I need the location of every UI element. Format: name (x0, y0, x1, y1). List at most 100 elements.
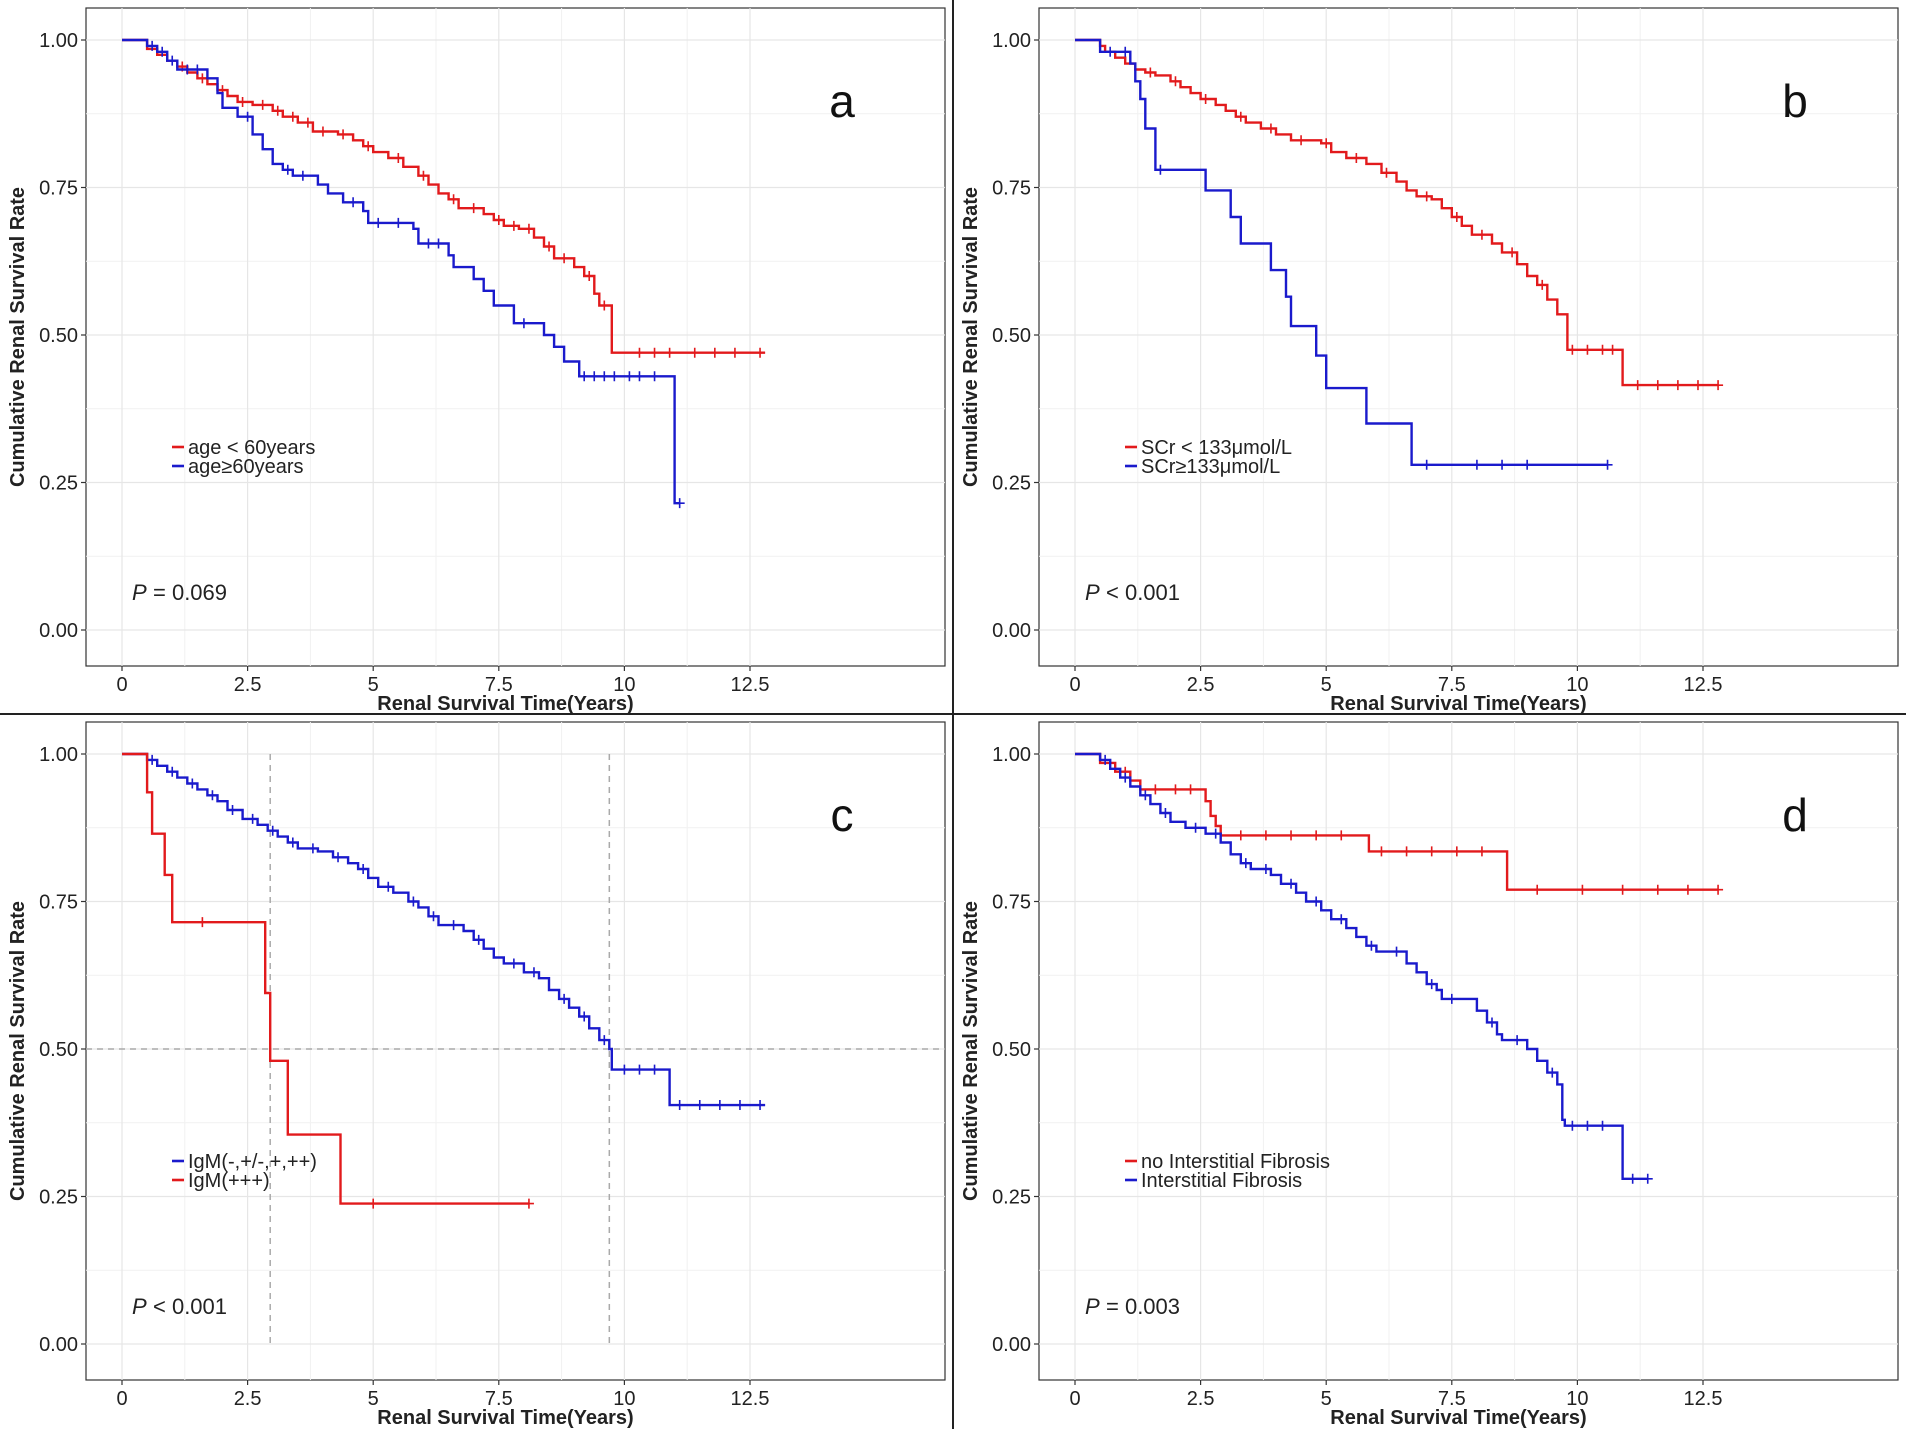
censor-mark (282, 164, 293, 175)
y-tick-label: 1.00 (39, 30, 78, 52)
x-tick-label: 12.5 (731, 674, 770, 696)
censor-mark (1537, 279, 1548, 290)
censor-mark (544, 241, 555, 252)
x-tick-label: 7.5 (485, 674, 513, 696)
censor-mark (755, 1100, 766, 1111)
censor-mark (1105, 46, 1116, 57)
y-tick-label: 0.25 (992, 1187, 1031, 1209)
y-axis-title: Cumulative Renal Survival Rate (960, 187, 982, 487)
censor-mark (157, 46, 168, 57)
legend-label: no Interstitial Fibrosis (1141, 1151, 1330, 1173)
censor-mark (1426, 979, 1437, 990)
censor-mark (433, 238, 444, 249)
censor-mark (348, 197, 359, 208)
y-tick-label: 0.75 (39, 178, 78, 200)
censor-mark (287, 837, 298, 848)
censor-mark (1381, 167, 1392, 178)
y-axis-title: Cumulative Renal Survival Rate (960, 901, 982, 1201)
legend-label: IgM(-,+/-,+,++) (188, 1151, 317, 1173)
survival-curve-second (122, 38, 680, 505)
censor-mark (1296, 135, 1307, 146)
censor-mark (1486, 1017, 1497, 1028)
censor-mark (518, 318, 529, 329)
censor-mark (694, 1100, 705, 1111)
y-tick-label: 0.25 (992, 473, 1031, 495)
y-tick-label: 0.50 (39, 1039, 78, 1061)
panel-d: 0 2.5 5 7.5 10 12.5 0.00 0.25 0.50 0.75 1.00 Renal … (960, 721, 1899, 1429)
censor-mark (423, 238, 434, 249)
censor-mark (1476, 229, 1487, 240)
y-tick-label: 0.25 (39, 1187, 78, 1209)
censor-mark (1692, 380, 1703, 391)
y-tick-label: 0.75 (39, 892, 78, 914)
censor-mark (1366, 940, 1377, 951)
x-tick-label: 5 (1321, 674, 1332, 696)
censor-mark (338, 129, 349, 140)
censor-mark (302, 117, 313, 128)
censor-mark (1120, 772, 1131, 783)
x-tick-label: 7.5 (485, 1388, 513, 1410)
censor-mark (1451, 846, 1462, 857)
censor-mark (1713, 884, 1724, 895)
censor-mark (755, 347, 766, 358)
censor-mark (1421, 191, 1432, 202)
x-tick-label: 2.5 (1187, 674, 1215, 696)
x-axis-title: Renal Survival Time(Years) (377, 693, 633, 715)
panel-label: a (829, 75, 855, 127)
p-value-symbol: P (132, 580, 147, 605)
censor-mark (207, 790, 218, 801)
censor-mark (1235, 830, 1246, 841)
censor-mark (1190, 822, 1201, 833)
censor-mark (418, 170, 429, 181)
censor-mark (448, 194, 459, 205)
censor-mark (1476, 846, 1487, 857)
censor-mark (1351, 153, 1362, 163)
panel-label: d (1782, 789, 1808, 841)
censor-mark (1321, 138, 1332, 149)
censor-mark (1150, 784, 1161, 795)
censor-mark (363, 141, 374, 152)
y-tick-label: 0.00 (39, 1334, 78, 1356)
censor-mark (1652, 884, 1663, 895)
censor-mark (383, 881, 394, 892)
x-tick-label: 7.5 (1438, 674, 1466, 696)
censor-mark (192, 64, 203, 75)
x-tick-label: 5 (368, 1388, 379, 1410)
censor-mark (1170, 76, 1181, 87)
censor-mark (242, 111, 253, 122)
censor-mark (634, 347, 645, 358)
y-tick-label: 0.00 (992, 620, 1031, 642)
censor-mark (729, 347, 740, 358)
x-tick-label: 10 (613, 1388, 635, 1410)
x-tick-label: 0 (1069, 674, 1080, 696)
censor-mark (1265, 123, 1276, 134)
x-tick-label: 10 (1566, 1388, 1588, 1410)
censor-mark (1602, 459, 1613, 470)
censor-mark (1567, 344, 1578, 355)
censor-mark (649, 371, 660, 382)
censor-mark (1642, 1173, 1653, 1184)
censor-mark (634, 371, 645, 382)
y-tick-label: 0.50 (39, 325, 78, 347)
censor-mark (1260, 830, 1271, 841)
x-tick-label: 12.5 (1684, 674, 1723, 696)
plot-area (1038, 721, 1899, 1381)
legend-label: age≥60years (188, 456, 304, 478)
censor-mark (1426, 846, 1437, 857)
censor-mark (599, 300, 610, 311)
censor-mark (674, 498, 685, 509)
p-value-symbol: P (132, 1294, 147, 1319)
censor-mark (1451, 212, 1462, 222)
censor-mark (579, 371, 590, 382)
censor-mark (649, 1064, 660, 1075)
censor-mark (1160, 808, 1171, 818)
censor-mark (408, 896, 419, 907)
censor-mark (1210, 828, 1221, 839)
p-value-text: = 0.003 (1106, 1294, 1180, 1319)
censor-mark (287, 111, 298, 122)
legend-label: Interstitial Fibrosis (1141, 1170, 1302, 1192)
censor-mark (1391, 946, 1402, 957)
censor-mark (1286, 878, 1297, 889)
censor-mark (257, 99, 268, 110)
